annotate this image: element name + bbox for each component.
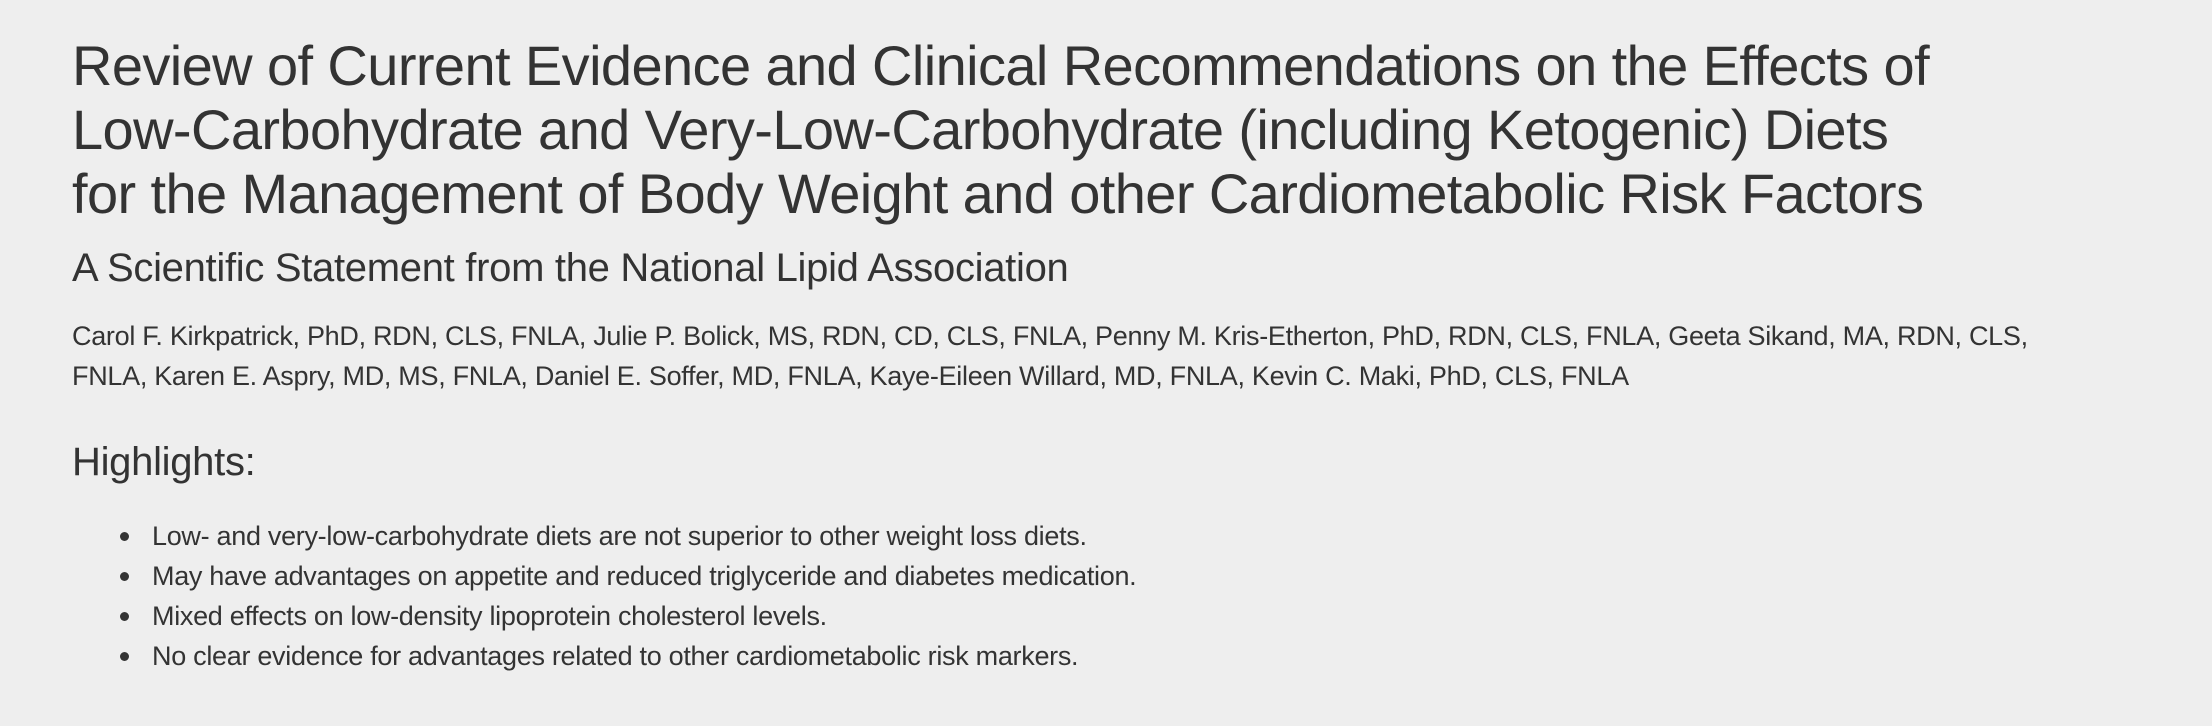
author-list-line: Carol F. Kirkpatrick, PhD, RDN, CLS, FNL… — [72, 321, 2028, 351]
highlights-heading: Highlights: — [72, 440, 256, 484]
paper-subtitle: A Scientific Statement from the National… — [72, 246, 1069, 290]
highlight-item: Low- and very-low-carbohydrate diets are… — [120, 516, 2140, 556]
author-list-line: FNLA, Karen E. Aspry, MD, MS, FNLA, Dani… — [72, 361, 1629, 391]
highlight-text: May have advantages on appetite and redu… — [152, 561, 1137, 591]
bullet-icon — [120, 532, 129, 541]
highlight-text: Low- and very-low-carbohydrate diets are… — [152, 521, 1087, 551]
bullet-icon — [120, 612, 129, 621]
highlight-text: Mixed effects on low-density lipoprotein… — [152, 601, 827, 631]
bullet-icon — [120, 652, 129, 661]
paper-title: Review of Current Evidence and Clinical … — [72, 34, 2140, 226]
highlight-item: Mixed effects on low-density lipoprotein… — [120, 596, 2140, 636]
paper-title-line: Low-Carbohydrate and Very-Low-Carbohydra… — [72, 98, 1889, 161]
paper-title-line: for the Management of Body Weight and ot… — [72, 162, 1924, 225]
author-list: Carol F. Kirkpatrick, PhD, RDN, CLS, FNL… — [72, 316, 2140, 396]
bullet-icon — [120, 572, 129, 581]
highlight-item: No clear evidence for advantages related… — [120, 636, 2140, 676]
highlights-list: Low- and very-low-carbohydrate diets are… — [72, 516, 2140, 676]
paper-title-line: Review of Current Evidence and Clinical … — [72, 34, 1930, 97]
highlight-text: No clear evidence for advantages related… — [152, 641, 1079, 671]
highlight-item: May have advantages on appetite and redu… — [120, 556, 2140, 596]
